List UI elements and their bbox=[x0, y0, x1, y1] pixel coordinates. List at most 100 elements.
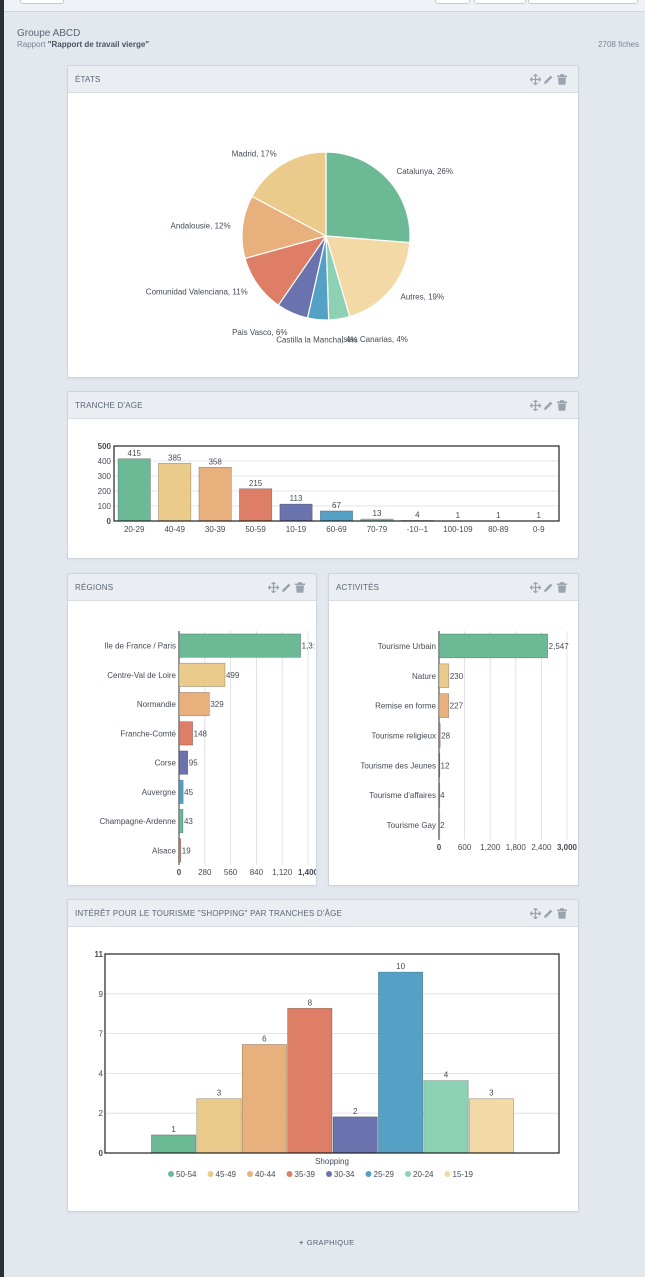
bar-value-label: 1,3: bbox=[302, 642, 315, 651]
bar-value-label: 3 bbox=[489, 1089, 494, 1098]
x-tick-label: 280 bbox=[198, 868, 212, 877]
pie-slice[interactable] bbox=[251, 151, 327, 238]
legend-label[interactable]: 40-44 bbox=[255, 1170, 276, 1179]
trash-icon[interactable] bbox=[557, 582, 567, 593]
bar-value-label: 2,547 bbox=[549, 642, 570, 651]
bar[interactable] bbox=[287, 1007, 333, 1154]
panel-tools bbox=[530, 74, 568, 85]
pie-chart-etats: Catalunya, 26% Autres, 19% Islas Canarias,… bbox=[146, 150, 453, 345]
bar-value-label: 1 bbox=[537, 511, 542, 520]
y-tick-label: Ile de France / Paris bbox=[104, 642, 176, 651]
x-tick-label: 20-29 bbox=[124, 525, 145, 534]
bar[interactable] bbox=[178, 633, 301, 658]
bar[interactable] bbox=[178, 809, 184, 834]
bar-value-label: 358 bbox=[208, 457, 222, 466]
panel-tools bbox=[530, 582, 568, 593]
x-tick-label: 50-59 bbox=[245, 525, 266, 534]
move-icon[interactable] bbox=[530, 400, 542, 411]
legend-swatch bbox=[286, 1171, 293, 1177]
bar-value-label: 227 bbox=[450, 702, 464, 711]
y-tick-label: 300 bbox=[98, 472, 112, 481]
bar[interactable] bbox=[158, 462, 192, 522]
trash-icon[interactable] bbox=[557, 74, 567, 85]
x-tick-label: 30-39 bbox=[205, 525, 226, 534]
bar-value-label: 329 bbox=[210, 700, 224, 709]
bar[interactable] bbox=[320, 510, 353, 522]
y-tick-label: 9 bbox=[99, 990, 104, 999]
legend-label[interactable]: 20-24 bbox=[413, 1170, 434, 1179]
pie-slice[interactable] bbox=[325, 235, 411, 318]
bar-value-label: 499 bbox=[226, 671, 240, 680]
bar[interactable] bbox=[438, 812, 441, 838]
bar[interactable] bbox=[178, 721, 193, 746]
y-tick-label: Auvergne bbox=[142, 788, 177, 797]
x-tick-label: 560 bbox=[224, 868, 238, 877]
edit-pencil-icon[interactable] bbox=[282, 583, 291, 592]
trash-icon[interactable] bbox=[557, 908, 567, 919]
panel-title: TRANCHE D'AGE bbox=[75, 401, 143, 410]
toolbar-button-left[interactable] bbox=[20, 0, 64, 4]
toolbar-button-1[interactable] bbox=[435, 0, 470, 4]
edit-pencil-icon[interactable] bbox=[544, 583, 553, 592]
pie-label: Comunidad Valenciana, 11% bbox=[146, 288, 248, 297]
bar[interactable] bbox=[241, 1044, 287, 1154]
bar[interactable] bbox=[438, 723, 441, 748]
y-tick-label: Champagne-Ardenne bbox=[100, 817, 177, 826]
bar[interactable] bbox=[423, 1080, 469, 1154]
bar[interactable] bbox=[178, 662, 226, 687]
legend-label[interactable]: 15-19 bbox=[453, 1170, 474, 1179]
trash-icon[interactable] bbox=[557, 400, 567, 411]
legend-label[interactable]: 35-39 bbox=[295, 1170, 316, 1179]
bar[interactable] bbox=[332, 1116, 378, 1154]
edit-pencil-icon[interactable] bbox=[544, 909, 553, 918]
legend-label[interactable]: 25-29 bbox=[374, 1170, 395, 1179]
bar-value-label: 1 bbox=[171, 1125, 176, 1134]
plot-frame bbox=[104, 953, 560, 1154]
bar[interactable] bbox=[438, 782, 441, 808]
bar[interactable] bbox=[198, 466, 232, 522]
bar[interactable] bbox=[438, 663, 450, 689]
bar-chart-activites: 0 600 1,200 1,800 2,400 3,000 2,547 Tourisme Ur… bbox=[360, 631, 578, 852]
y-tick-label: 200 bbox=[98, 487, 112, 496]
move-icon[interactable] bbox=[530, 908, 542, 919]
bar-value-label: 2 bbox=[353, 1107, 358, 1116]
toolbar-button-3[interactable] bbox=[528, 0, 638, 4]
bar[interactable] bbox=[468, 1098, 514, 1154]
panel-title: RÉGIONS bbox=[75, 583, 114, 592]
move-icon[interactable] bbox=[268, 582, 280, 593]
bar[interactable] bbox=[151, 1134, 197, 1154]
bar[interactable] bbox=[438, 753, 441, 778]
legend-label[interactable]: 30-34 bbox=[334, 1170, 355, 1179]
bar[interactable] bbox=[178, 692, 210, 717]
bar-value-label: 8 bbox=[308, 998, 313, 1007]
edit-pencil-icon[interactable] bbox=[544, 75, 553, 84]
y-tick-label: 0 bbox=[99, 1149, 104, 1158]
bar-value-label: 4 bbox=[415, 510, 420, 519]
bar[interactable] bbox=[178, 779, 184, 804]
move-icon[interactable] bbox=[530, 74, 542, 85]
panel-activites: ACTIVITÉS 0 600 1,200 1,800 2,400 3,000 2,547 T… bbox=[328, 573, 579, 886]
toolbar-button-2[interactable] bbox=[474, 0, 526, 4]
bar-value-label: 215 bbox=[249, 479, 263, 488]
edit-pencil-icon[interactable] bbox=[544, 401, 553, 410]
trash-icon[interactable] bbox=[295, 582, 305, 593]
bar[interactable] bbox=[378, 971, 424, 1154]
panel-header: ÉTATS bbox=[68, 66, 578, 93]
bar[interactable] bbox=[178, 750, 189, 775]
bar[interactable] bbox=[239, 488, 273, 522]
bar[interactable] bbox=[438, 693, 449, 718]
group-title: Groupe ABCD bbox=[17, 28, 81, 39]
bar[interactable] bbox=[117, 458, 151, 522]
bar[interactable] bbox=[279, 503, 313, 522]
legend-label[interactable]: 50-54 bbox=[176, 1170, 197, 1179]
pie-slice[interactable] bbox=[325, 151, 411, 244]
bar[interactable] bbox=[438, 633, 548, 659]
move-icon[interactable] bbox=[530, 582, 542, 593]
bar[interactable] bbox=[178, 838, 182, 863]
legend-label[interactable]: 45-49 bbox=[216, 1170, 237, 1179]
y-tick-label: Tourisme religieux bbox=[372, 732, 436, 741]
add-graph-button[interactable]: + GRAPHIQUE bbox=[299, 1238, 354, 1247]
pie-slice[interactable] bbox=[241, 195, 328, 260]
panel-tools bbox=[530, 400, 568, 411]
bar[interactable] bbox=[196, 1098, 242, 1154]
